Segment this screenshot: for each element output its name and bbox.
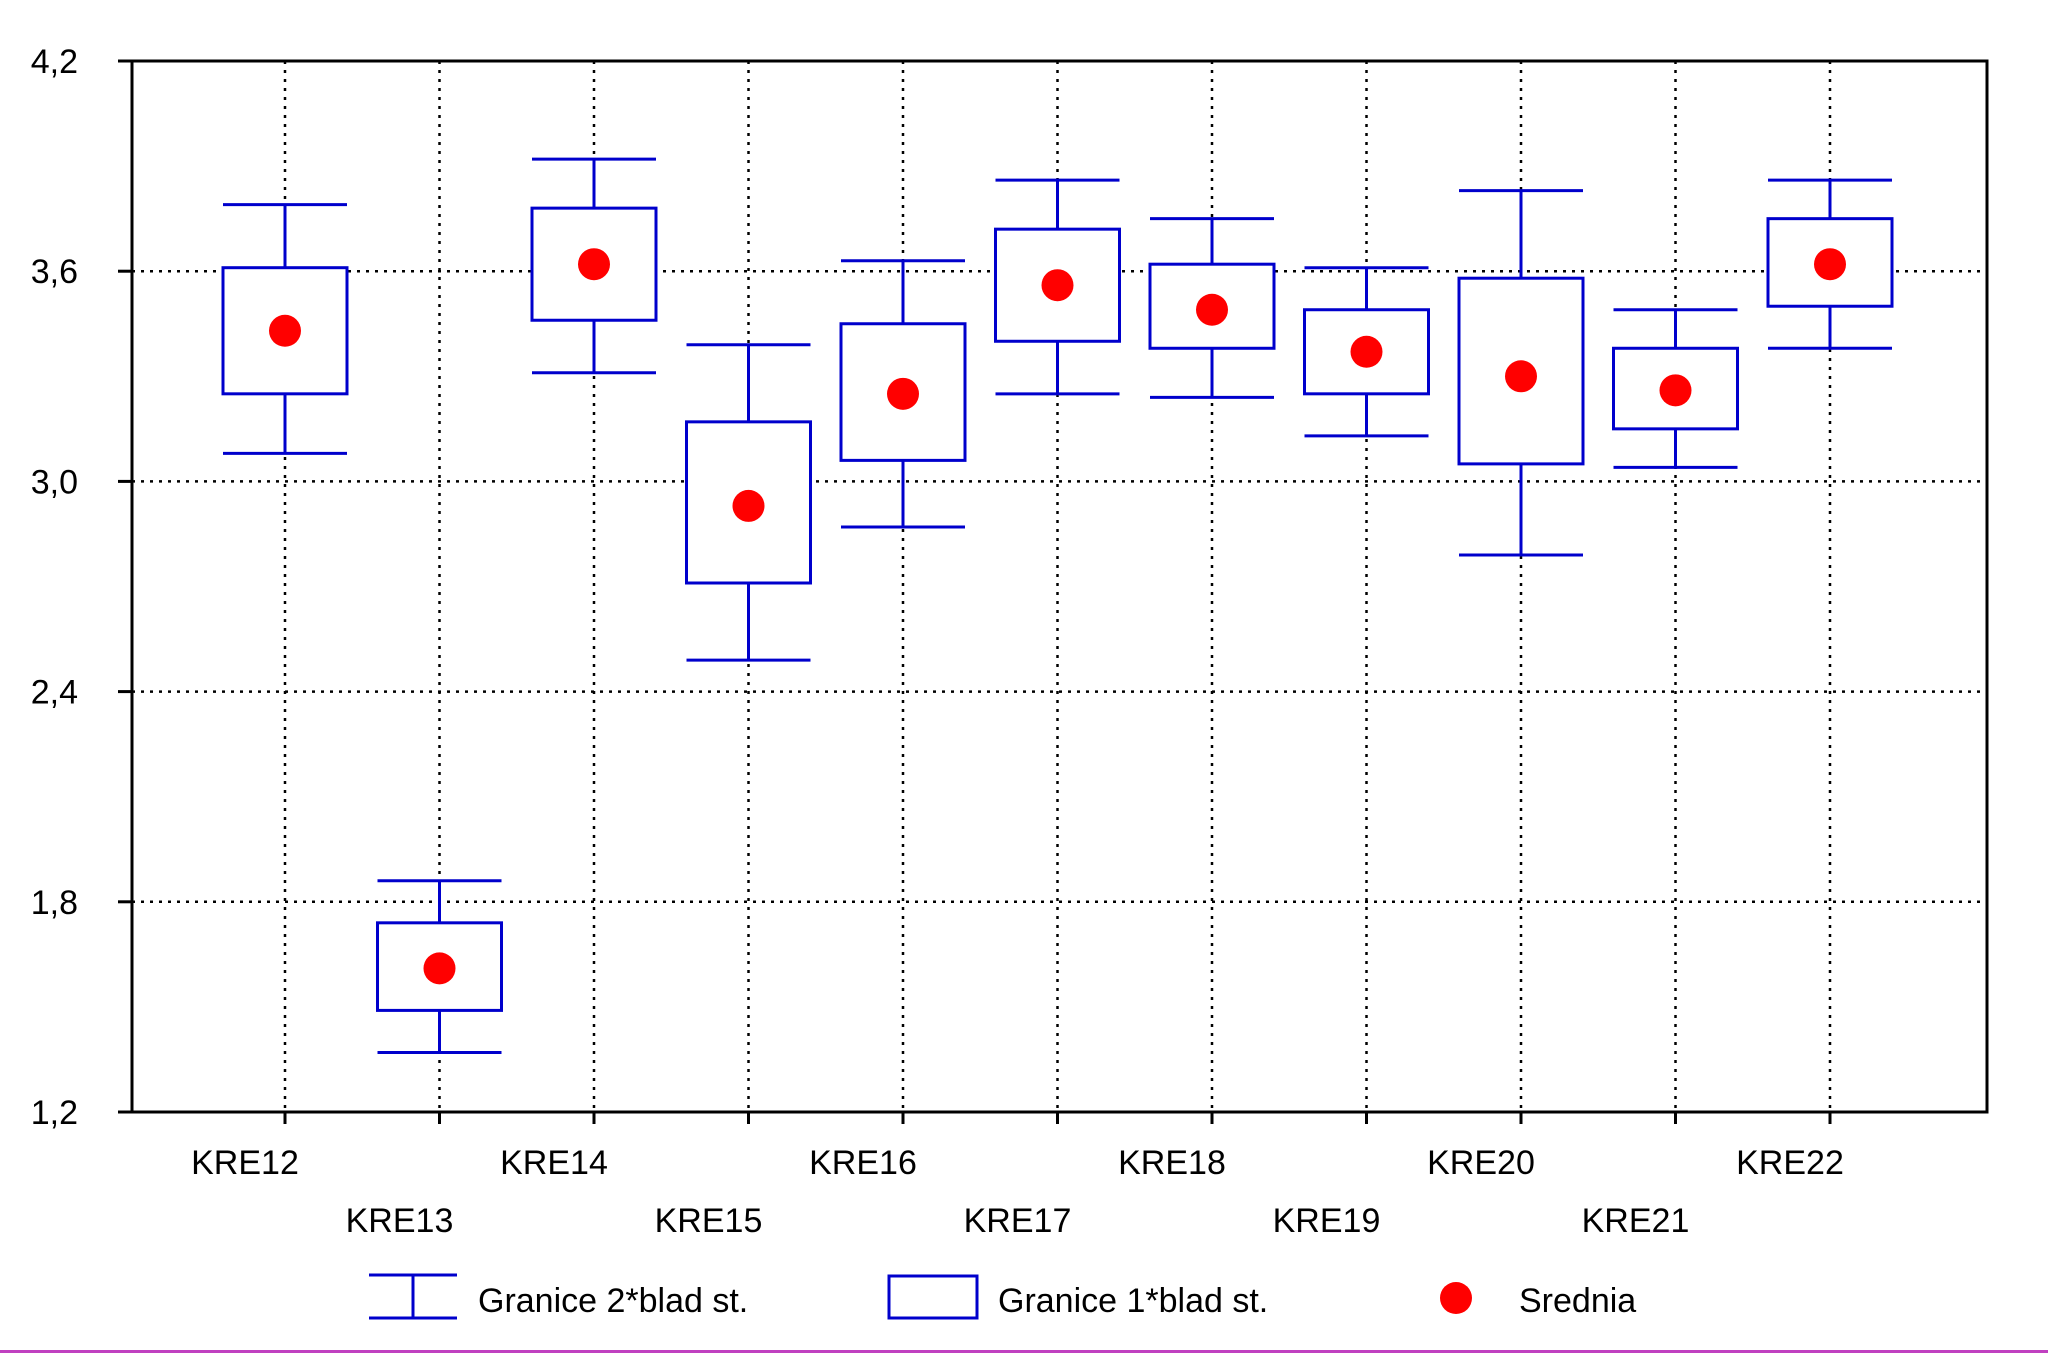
- box-group: [839, 259, 967, 529]
- legend-box-icon: [887, 1274, 979, 1320]
- mean-point: [1814, 248, 1846, 281]
- box-group: [221, 203, 349, 455]
- x-category-label: KRE20: [1427, 1144, 1535, 1182]
- legend-item-whisker: Granice 2*blad st.: [369, 1273, 748, 1320]
- se-box: [221, 266, 349, 396]
- x-category-label: KRE22: [1736, 1144, 1844, 1182]
- chart-marks: [221, 157, 1894, 1054]
- mean-point: [1041, 269, 1074, 302]
- x-category-label: KRE14: [500, 1144, 608, 1182]
- x-category-label: KRE12: [191, 1144, 299, 1182]
- x-category-label: KRE21: [1582, 1202, 1690, 1240]
- legend-item-mean: Srednia: [1440, 1282, 1636, 1320]
- box-group: [1457, 189, 1585, 557]
- legend-label-whisker: Granice 2*blad st.: [478, 1282, 748, 1320]
- x-category-label: KRE15: [655, 1202, 763, 1240]
- y-tick-label: 3,6: [31, 253, 78, 291]
- plot-frame: [130, 59, 1989, 1114]
- box-group: [1766, 178, 1894, 350]
- window-bottom-border: [0, 1350, 2048, 1353]
- mean-point: [423, 952, 456, 985]
- y-tick-label: 1,8: [31, 884, 78, 922]
- box-group: [1148, 217, 1276, 399]
- box-group: [994, 178, 1121, 396]
- x-category-label: KRE19: [1273, 1202, 1381, 1240]
- y-tick-label: 3,0: [31, 463, 78, 501]
- box-group: [376, 879, 503, 1054]
- mean-point: [1659, 374, 1692, 407]
- mean-point: [732, 489, 765, 522]
- mean-point: [1196, 293, 1228, 326]
- legend-mean-icon: [1440, 1282, 1472, 1314]
- y-tick-label: 1,2: [31, 1094, 78, 1132]
- legend-whisker-icon: [369, 1273, 457, 1320]
- x-axis-labels: KRE12 KRE13 KRE14 KRE15 KRE16 KRE17 KRE18 KRE19…: [191, 1144, 1844, 1240]
- box-group: [1303, 266, 1430, 438]
- x-category-label: KRE17: [964, 1202, 1072, 1240]
- mean-point: [578, 248, 610, 281]
- box-group: [685, 343, 812, 662]
- mean-point: [1505, 360, 1537, 393]
- legend-item-box: Granice 1*blad st.: [887, 1274, 1268, 1320]
- x-category-label: KRE16: [809, 1144, 917, 1182]
- legend: Granice 2*blad st. Granice 1*blad st. Sr…: [369, 1273, 1636, 1320]
- y-tick-label: 2,4: [31, 674, 78, 712]
- mean-point: [1350, 335, 1383, 368]
- mean-point: [887, 377, 919, 410]
- x-category-label: KRE18: [1118, 1144, 1226, 1182]
- box-group: [530, 157, 658, 375]
- legend-label-mean: Srednia: [1519, 1282, 1636, 1320]
- box-group: [1612, 308, 1739, 469]
- mean-point: [269, 314, 301, 347]
- y-tick-label: 4,2: [31, 43, 78, 81]
- legend-label-box: Granice 1*blad st.: [998, 1282, 1268, 1320]
- se-box: [1148, 262, 1276, 350]
- y-axis: 1,2 1,8 2,4 3,0 3,6 4,2: [31, 43, 1832, 1132]
- x-category-label: KRE13: [346, 1202, 454, 1240]
